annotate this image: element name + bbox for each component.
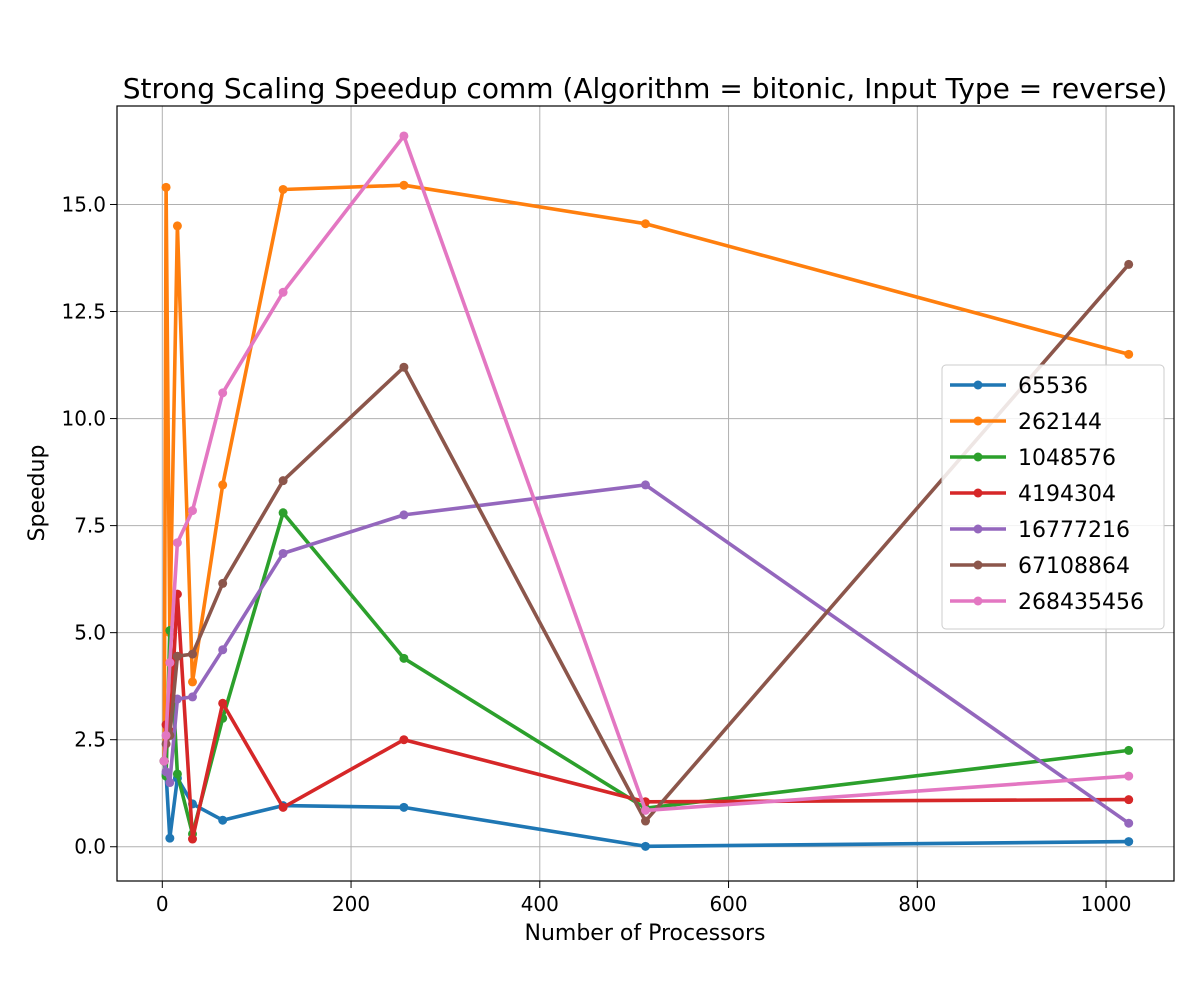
data-point (161, 767, 171, 777)
legend-item: 65536 (950, 374, 1088, 399)
data-point (172, 769, 182, 779)
data-point (399, 131, 409, 141)
legend-swatch-marker (973, 596, 983, 606)
series-16777216 (159, 480, 1134, 828)
data-point (278, 508, 288, 518)
data-point (641, 816, 650, 826)
data-point (218, 480, 228, 490)
x-tick-label: 800 (898, 892, 936, 916)
x-tick-label: 600 (709, 892, 747, 916)
y-axis-label: Speedup (25, 445, 50, 542)
series-line-262144 (162, 183, 1130, 762)
y-tick-label: 7.5 (74, 514, 106, 538)
axis-ticks: 0 200 400 600 800 1000 0.0 2.5 5.0 7.5 10.0 12.5 15.… (61, 192, 1131, 916)
data-point (641, 480, 650, 490)
data-point (399, 802, 409, 812)
data-point (278, 184, 288, 194)
data-point (161, 182, 171, 192)
data-point (172, 651, 182, 661)
data-point (218, 698, 228, 708)
legend-label: 67108864 (1018, 554, 1130, 579)
legend-item: 1048576 (950, 446, 1116, 471)
legend-label: 268435456 (1018, 590, 1144, 615)
series-262144 (159, 180, 1134, 766)
data-point (1124, 259, 1134, 269)
data-point (1124, 795, 1134, 805)
chart-title: Strong Scaling Speedup comm (Algorithm =… (123, 72, 1168, 105)
legend-label: 262144 (1018, 410, 1102, 435)
data-point (172, 538, 182, 548)
series-line-65536 (162, 760, 1129, 849)
data-point (1124, 349, 1134, 359)
legend-swatch-marker (973, 560, 983, 570)
legend-box (941, 364, 1165, 630)
data-point (1124, 818, 1134, 828)
data-point (399, 510, 409, 520)
data-point (641, 841, 650, 851)
data-point (218, 388, 228, 398)
data-point (278, 476, 288, 486)
legend-item: 16777216 (950, 518, 1130, 543)
data-point (218, 815, 228, 825)
data-point (218, 578, 228, 588)
x-axis-label: Number of Processors (525, 921, 766, 946)
data-point (278, 287, 288, 297)
data-point (278, 548, 288, 558)
legend: 65536 262144 1048576 4194304 16777216 6710886… (941, 364, 1165, 630)
legend-swatch-marker (973, 452, 983, 462)
series-268435456 (159, 131, 1134, 815)
x-tick-label: 0 (156, 892, 169, 916)
series-line-268435456 (162, 134, 1129, 813)
data-point (641, 219, 650, 229)
legend-item: 67108864 (950, 554, 1130, 579)
data-point (165, 833, 175, 843)
data-point (159, 756, 169, 766)
data-point (188, 649, 197, 659)
x-tick-label: 1000 (1081, 892, 1132, 916)
data-point (165, 778, 175, 788)
data-point (188, 834, 197, 844)
series-line-67108864 (162, 263, 1131, 823)
data-point (172, 221, 182, 231)
legend-label: 16777216 (1018, 518, 1130, 543)
y-tick-label: 2.5 (74, 728, 106, 752)
data-point (1124, 745, 1134, 755)
data-point (188, 506, 197, 516)
data-point (399, 735, 409, 745)
series-line-16777216 (162, 483, 1130, 825)
data-point (188, 692, 197, 702)
legend-label: 1048576 (1018, 446, 1116, 471)
data-point (399, 653, 409, 663)
data-point (399, 362, 409, 372)
y-tick-label: 15.0 (61, 192, 106, 216)
data-point (1124, 771, 1134, 781)
data-point (188, 677, 197, 687)
data-point (165, 658, 175, 668)
legend-swatch-marker (973, 380, 983, 390)
data-point (161, 730, 171, 740)
data-point (399, 180, 409, 190)
legend-swatch-marker (973, 488, 983, 498)
legend-label: 65536 (1018, 374, 1088, 399)
y-tick-label: 12.5 (61, 300, 106, 324)
legend-label: 4194304 (1018, 482, 1116, 507)
x-tick-label: 400 (521, 892, 559, 916)
x-tick-label: 200 (332, 892, 370, 916)
data-point (278, 802, 288, 812)
legend-item: 4194304 (950, 482, 1116, 507)
legend-item: 268435456 (950, 590, 1144, 615)
series-group (159, 131, 1134, 851)
legend-item: 262144 (950, 410, 1102, 435)
plot-frame (116, 105, 1175, 882)
legend-swatch-marker (973, 416, 983, 426)
y-tick-label: 0.0 (74, 835, 106, 859)
data-point (641, 805, 650, 815)
data-point (218, 645, 228, 655)
legend-swatch-marker (973, 524, 983, 534)
y-tick-label: 5.0 (74, 621, 106, 645)
data-point (1124, 837, 1134, 847)
y-tick-label: 10.0 (61, 407, 106, 431)
